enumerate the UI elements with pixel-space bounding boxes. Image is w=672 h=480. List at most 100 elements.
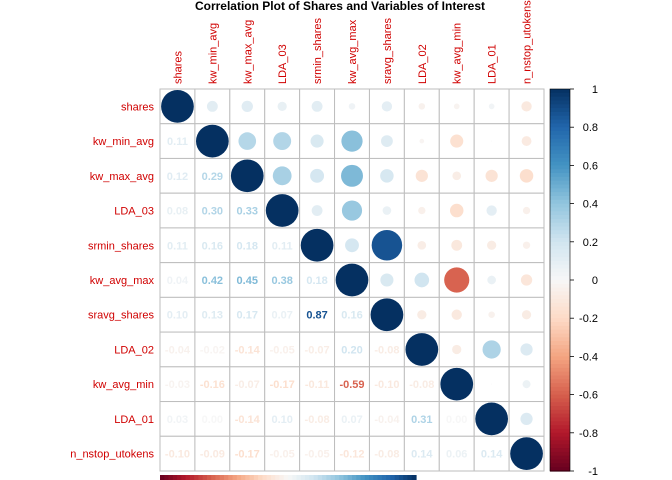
corr-value: 0.17 xyxy=(237,310,258,322)
colorbar-segment xyxy=(550,119,570,124)
bottom-strip-segment xyxy=(330,475,336,480)
corr-value: 0.03 xyxy=(167,414,188,426)
bottom-strip-segment xyxy=(339,475,345,480)
corr-value: 0.07 xyxy=(271,310,292,322)
column-label: kw_avg_max xyxy=(347,19,359,84)
grid-cell xyxy=(264,262,301,298)
colorbar-segment xyxy=(550,463,570,468)
corr-circle xyxy=(311,100,323,112)
colorbar-segment xyxy=(550,386,570,392)
colorbar-segment xyxy=(550,421,570,426)
bottom-strip-segment xyxy=(398,475,404,480)
corr-value: 0.16 xyxy=(341,310,362,322)
colorbar-segment xyxy=(550,425,570,430)
grid-cell xyxy=(403,401,440,437)
corr-value: 0.11 xyxy=(167,240,188,252)
bottom-strip-segment xyxy=(360,475,366,480)
colorbar-segment xyxy=(550,89,570,94)
colorbar-tick-label: -0.6 xyxy=(579,390,598,402)
corr-value: 0.00 xyxy=(202,414,223,426)
corr-circle xyxy=(486,205,497,216)
bottom-strip-segment xyxy=(241,475,246,480)
corr-circle xyxy=(451,309,462,320)
corr-circle xyxy=(348,103,356,110)
corr-circle xyxy=(371,230,403,261)
colorbar-segment xyxy=(550,375,570,380)
corr-circle xyxy=(519,169,534,183)
colorbar-segment xyxy=(550,195,570,201)
colorbar-segment xyxy=(550,455,570,461)
corr-value: -0.05 xyxy=(270,449,295,461)
corr-value: 0.06 xyxy=(446,449,467,461)
colorbar-segment xyxy=(550,318,570,323)
corr-value: -0.05 xyxy=(305,449,330,461)
corr-circle xyxy=(341,130,363,152)
corr-value: 0.29 xyxy=(202,171,223,183)
corr-circle xyxy=(335,263,369,297)
colorbar-tick-label: 0.8 xyxy=(583,122,598,134)
colorbar-segment xyxy=(550,398,570,403)
column-labels: shares kw_min_avg kw_max_avg LDA_03 srmin_sh… xyxy=(172,0,533,84)
colorbar-tick-label: -1 xyxy=(588,466,598,478)
corr-value: -0.09 xyxy=(200,449,225,461)
corr-circle xyxy=(341,164,363,187)
bottom-strip-segment xyxy=(279,475,285,480)
corr-circle xyxy=(418,103,426,110)
bottom-strip-segment xyxy=(394,475,400,480)
corr-circle xyxy=(475,402,508,436)
corr-value: -0.07 xyxy=(305,344,330,356)
colorbar-segment xyxy=(550,199,570,205)
corr-circle xyxy=(310,134,324,148)
corr-circle xyxy=(487,240,497,250)
grid-cell xyxy=(508,123,545,159)
grid-cell xyxy=(334,401,370,437)
corr-value: 0.42 xyxy=(202,275,223,287)
grid-cell xyxy=(159,123,196,159)
colorbar-segment xyxy=(550,448,570,453)
colorbar-segment xyxy=(550,176,570,182)
corr-circle xyxy=(380,169,394,183)
grid-cell xyxy=(159,435,196,472)
grid-cell xyxy=(159,366,196,403)
colorbar-segment xyxy=(550,245,570,251)
colorbar-segment xyxy=(550,344,570,350)
corr-circle xyxy=(440,367,474,401)
corr-circle xyxy=(345,238,359,253)
corr-circle xyxy=(482,340,501,359)
corr-circle xyxy=(521,310,532,320)
row-label: kw_avg_max xyxy=(90,275,155,287)
colorbar-segment xyxy=(550,367,570,373)
grid-cell xyxy=(194,331,231,368)
corr-circle xyxy=(488,311,495,318)
corr-value: -0.04 xyxy=(374,414,400,426)
bottom-strip-segment xyxy=(403,475,409,480)
colorbar-segment xyxy=(550,211,570,216)
bottom-strip-segment xyxy=(407,475,413,480)
grid-cell xyxy=(229,123,266,159)
colorbar-segment xyxy=(550,325,570,331)
grid-cell xyxy=(264,401,301,437)
bottom-strip-segment xyxy=(219,475,225,480)
grid-cell xyxy=(403,366,440,403)
bottom-strip-segment xyxy=(253,475,259,480)
bottom-strip-segment xyxy=(347,475,353,480)
corr-circle xyxy=(265,194,299,227)
colorbar-segment xyxy=(550,92,570,98)
corr-value: 0.07 xyxy=(341,414,362,426)
colorbar-tick-label: 0 xyxy=(592,275,598,287)
corr-circle xyxy=(521,136,532,146)
bottom-strip-segment xyxy=(309,475,315,480)
corr-circle xyxy=(206,100,218,112)
column-label: LDA_02 xyxy=(417,44,429,84)
colorbar-segment xyxy=(550,173,570,178)
colorbar-tick-label: 0.4 xyxy=(583,199,598,211)
bottom-strip-segment xyxy=(317,475,323,480)
grid-cell xyxy=(473,435,510,472)
corr-circle xyxy=(277,101,287,111)
bottom-strip-segment xyxy=(275,475,281,480)
grid-cell xyxy=(508,296,545,333)
colorbar-segment xyxy=(550,444,570,449)
bottom-strip-segment xyxy=(189,475,195,480)
colorbar-segment xyxy=(550,234,570,239)
